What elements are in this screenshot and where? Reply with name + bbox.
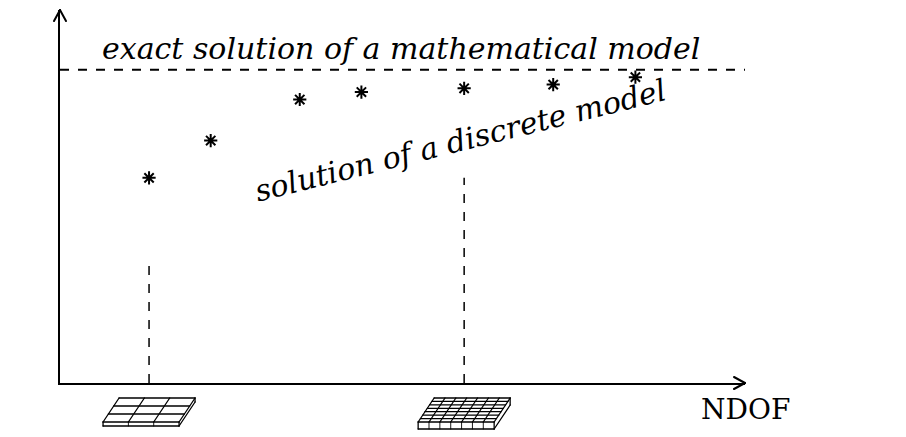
svg-text:solution of a discrete model: solution of a discrete model <box>251 72 669 208</box>
svg-text:NDOF: NDOF <box>701 393 790 426</box>
svg-text:exact solution of a mathematic: exact solution of a mathematical model <box>102 31 700 66</box>
